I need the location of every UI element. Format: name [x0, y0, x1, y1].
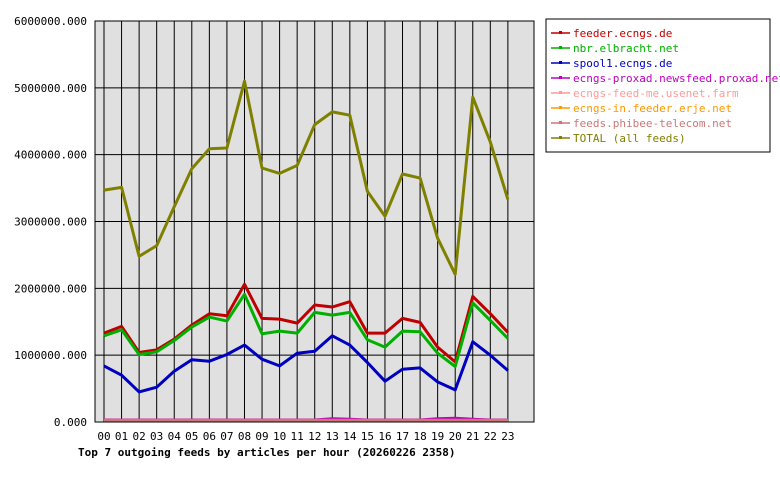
y-tick-label: 5000000.000 [14, 82, 87, 95]
legend-marker [559, 106, 562, 109]
x-tick-label: 19 [431, 430, 444, 443]
y-tick-labels: 0.000 1000000.000 2000000.000 3000000.000 40… [14, 15, 87, 429]
x-tick-label: 03 [150, 430, 163, 443]
legend-label: feeder.ecngs.de [573, 27, 672, 40]
legend-label: ecngs-proxad.newsfeed.proxad.net [573, 72, 780, 85]
series-lines [103, 79, 510, 423]
x-tick-label: 02 [132, 430, 145, 443]
x-tick-label: 12 [308, 430, 321, 443]
x-tick-label: 11 [291, 430, 304, 443]
x-tick-label: 10 [273, 430, 286, 443]
x-tick-labels: 00 01 02 03 04 05 06 07 08 09 10 11 12 13 14 15 16 17 18 19… [97, 430, 514, 443]
x-tick-label: 15 [361, 430, 374, 443]
x-tick-label: 21 [466, 430, 479, 443]
series-line [103, 79, 510, 276]
legend-box [545, 18, 771, 153]
x-tick-label: 14 [343, 430, 357, 443]
y-tick-label: 2000000.000 [14, 282, 87, 295]
y-tick-label: 6000000.000 [14, 15, 87, 28]
legend-label: ecngs-feed-me.usenet.farm [573, 87, 739, 100]
legend-marker [559, 91, 562, 94]
x-tick-label: 18 [413, 430, 426, 443]
plot-frame [94, 20, 535, 423]
x-tick-label: 13 [326, 430, 339, 443]
x-tick-label: 23 [501, 430, 514, 443]
y-tick-label: 0.000 [54, 416, 87, 429]
grid-lines [95, 20, 534, 423]
y-tick-label: 1000000.000 [14, 349, 87, 362]
legend-marker [559, 31, 562, 34]
x-tick-label: 09 [255, 430, 268, 443]
chart-title: Top 7 outgoing feeds by articles per hou… [78, 446, 456, 459]
legend-label: TOTAL (all feeds) [573, 132, 686, 145]
legend-label: ecngs-in.feeder.erje.net [573, 102, 732, 115]
x-tick-label: 07 [220, 430, 233, 443]
legend-marker [559, 121, 562, 124]
legend-label: nbr.elbracht.net [573, 42, 679, 55]
x-tick-label: 04 [168, 430, 182, 443]
y-tick-label: 4000000.000 [14, 149, 87, 162]
legend-marker [559, 61, 562, 64]
legend-label: spool1.ecngs.de [573, 57, 672, 70]
x-tick-label: 20 [449, 430, 462, 443]
x-tick-label: 17 [396, 430, 409, 443]
x-tick-label: 16 [378, 430, 391, 443]
series-line [103, 334, 509, 394]
series-line [103, 292, 509, 368]
y-tick-label: 3000000.000 [14, 216, 87, 229]
legend-marker [559, 136, 562, 139]
x-tick-label: 01 [115, 430, 128, 443]
legend-marker [559, 76, 562, 79]
legend-marker [559, 46, 562, 49]
x-tick-label: 00 [97, 430, 110, 443]
x-tick-label: 08 [238, 430, 251, 443]
x-tick-label: 22 [484, 430, 497, 443]
x-tick-label: 06 [203, 430, 216, 443]
x-tick-label: 05 [185, 430, 198, 443]
legend: feeder.ecngs.de nbr.elbracht.net spool1.ec… [545, 18, 780, 153]
legend-label: feeds.phibee-telecom.net [573, 117, 732, 130]
